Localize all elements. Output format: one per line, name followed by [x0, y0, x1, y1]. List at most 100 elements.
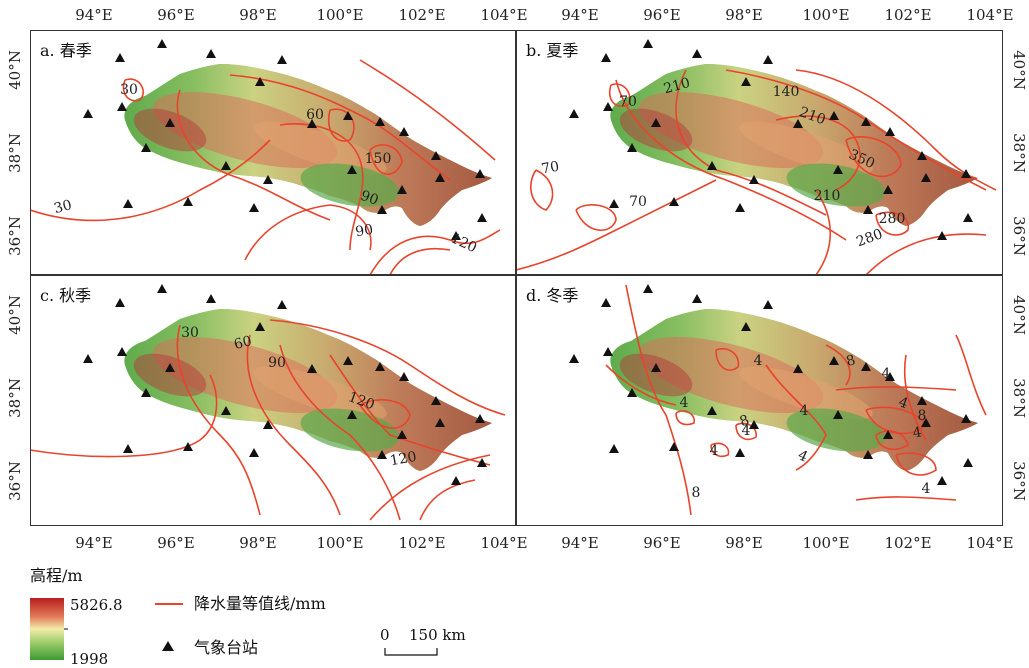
station-marker [917, 396, 927, 405]
station-marker [651, 363, 661, 372]
terrain-elevation [610, 309, 978, 471]
station-marker [883, 185, 893, 194]
station-marker [735, 203, 745, 212]
station-marker [601, 298, 611, 307]
isoline [903, 354, 927, 441]
station-marker [863, 205, 873, 214]
isoline [845, 136, 902, 178]
isoline [359, 399, 411, 429]
station-marker [435, 418, 445, 427]
station-marker [397, 430, 407, 439]
isoline [765, 364, 827, 471]
lat-tick-label: 40°N [6, 50, 24, 90]
station-marker [263, 420, 273, 429]
station-marker [477, 213, 487, 222]
scale-value-label: 150 km [409, 626, 466, 644]
station-marker [692, 49, 702, 58]
lon-tick-label: 98°E [239, 6, 277, 24]
isoline [530, 169, 554, 211]
elevation-legend-title: 高程/m [30, 566, 83, 585]
isoline [615, 79, 847, 241]
isoline [825, 344, 851, 386]
legend: 高程/m 5826.8 1998 降水量等值线/mm 气象台站 0 150 km [30, 566, 466, 668]
station-marker [347, 165, 357, 174]
isoline-value-label: 4 [680, 395, 689, 411]
isoline-value-label: 70 [619, 94, 637, 110]
station-marker [206, 49, 216, 58]
station-marker [377, 205, 387, 214]
isoline [246, 334, 341, 516]
lat-tick-label: 38°N [1010, 378, 1028, 418]
isoline-value-label: 150 [365, 151, 392, 167]
lat-tick-label: 40°N [1010, 295, 1028, 335]
axis-labels: 94°E 96°E 98°E 100°E 102°E 104°E 94°E 96°E 98°E 1… [6, 6, 1028, 552]
isoline-value-label: 30 [120, 82, 138, 98]
precipitation-isolines [30, 59, 501, 275]
station-marker [477, 458, 487, 467]
station-marker [917, 151, 927, 160]
station-marker [603, 102, 613, 111]
isoline-value-label: 120 [389, 449, 418, 469]
weather-stations [569, 39, 973, 240]
lon-tick-label: 102°E [884, 6, 931, 24]
weather-stations [83, 39, 487, 240]
station-marker [249, 203, 259, 212]
lon-tick-label: 104°E [966, 6, 1013, 24]
lon-tick-label: 94°E [561, 534, 599, 552]
panel-frame [30, 30, 516, 275]
panel-title: a. 春季 [40, 41, 92, 60]
elevation-color-bar [30, 598, 64, 660]
station-marker [343, 111, 353, 120]
station-marker [475, 169, 485, 178]
station-marker [183, 442, 193, 451]
isoline [369, 229, 501, 275]
panel-frame [516, 30, 1003, 275]
isoline-value-label: 30 [181, 325, 199, 341]
station-marker [123, 444, 133, 453]
station-marker [609, 199, 619, 208]
isoline-value-label: 30 [52, 197, 73, 217]
station-marker [165, 118, 175, 127]
isoline [279, 122, 364, 251]
station-marker [307, 364, 317, 373]
station-marker [735, 448, 745, 457]
isoline-value-label: 90 [354, 222, 374, 241]
lon-tick-label: 104°E [480, 534, 527, 552]
isoline [715, 348, 740, 371]
station-marker [83, 109, 93, 118]
lon-tick-label: 98°E [239, 534, 277, 552]
scale-bar [384, 648, 438, 656]
panel-frame [30, 275, 516, 526]
isoline [369, 144, 403, 176]
station-marker [961, 169, 971, 178]
panel-frame [516, 275, 1003, 526]
station-marker [451, 231, 461, 240]
lat-tick-label: 36°N [1010, 216, 1028, 256]
isoline-value-label: 8 [918, 408, 927, 424]
station-marker [206, 294, 216, 303]
panel-title: c. 秋季 [40, 286, 91, 305]
station-marker [277, 300, 287, 309]
station-marker [249, 448, 259, 457]
station-marker [885, 127, 895, 136]
station-marker [863, 450, 873, 459]
station-marker [377, 450, 387, 459]
isoline [675, 410, 696, 426]
lat-tick-label: 40°N [6, 295, 24, 335]
isoline-value-label: 4 [922, 481, 931, 497]
station-marker [435, 173, 445, 182]
station-marker [833, 410, 843, 419]
lat-tick-label: 36°N [6, 216, 24, 256]
station-marker [183, 197, 193, 206]
lon-tick-label: 98°E [725, 534, 763, 552]
station-marker [921, 418, 931, 427]
isoline [229, 74, 451, 181]
isoline-value-label: 90 [358, 188, 380, 209]
isoline-value-label: 210 [662, 75, 692, 97]
station-marker [763, 55, 773, 64]
station-legend-label: 气象台站 [194, 638, 258, 657]
